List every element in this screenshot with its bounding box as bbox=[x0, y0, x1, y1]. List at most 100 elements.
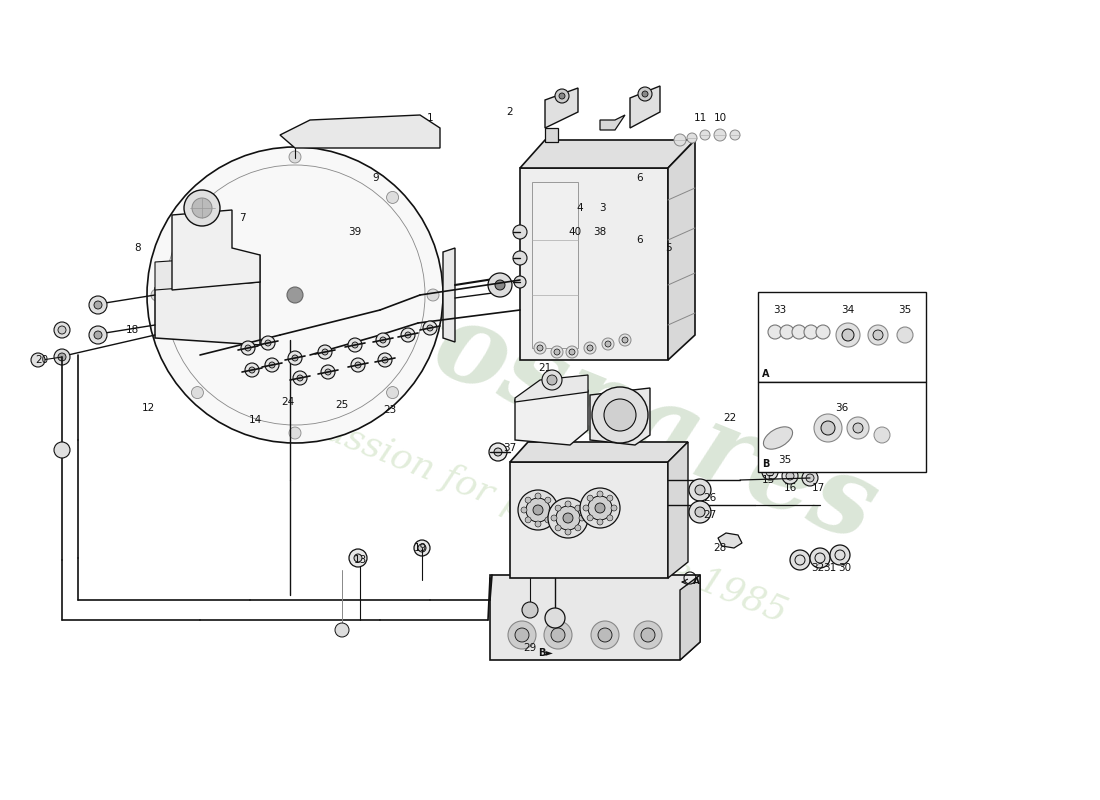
Circle shape bbox=[548, 498, 588, 538]
Text: 22: 22 bbox=[724, 413, 737, 423]
Circle shape bbox=[642, 91, 648, 97]
Circle shape bbox=[261, 336, 275, 350]
Circle shape bbox=[896, 327, 913, 343]
Circle shape bbox=[544, 517, 551, 523]
Text: 27: 27 bbox=[703, 510, 716, 520]
Circle shape bbox=[587, 495, 593, 501]
Text: 37: 37 bbox=[504, 443, 517, 453]
Circle shape bbox=[815, 553, 825, 563]
Text: 6: 6 bbox=[637, 173, 644, 183]
Ellipse shape bbox=[763, 427, 793, 449]
Circle shape bbox=[386, 386, 398, 398]
Circle shape bbox=[292, 355, 298, 361]
Text: B►: B► bbox=[538, 648, 553, 658]
Circle shape bbox=[89, 326, 107, 344]
Text: 4: 4 bbox=[576, 203, 583, 213]
Circle shape bbox=[58, 326, 66, 334]
Text: 36: 36 bbox=[835, 403, 848, 413]
Circle shape bbox=[542, 370, 562, 390]
Circle shape bbox=[494, 448, 502, 456]
Circle shape bbox=[868, 325, 888, 345]
Text: 21: 21 bbox=[538, 363, 551, 373]
Text: eurospares: eurospares bbox=[229, 215, 891, 565]
Circle shape bbox=[584, 342, 596, 354]
Circle shape bbox=[836, 323, 860, 347]
Circle shape bbox=[588, 496, 612, 520]
Circle shape bbox=[700, 130, 710, 140]
Circle shape bbox=[535, 493, 541, 499]
Circle shape bbox=[191, 191, 204, 203]
Circle shape bbox=[559, 93, 565, 99]
Circle shape bbox=[816, 325, 831, 339]
Circle shape bbox=[563, 513, 573, 523]
Circle shape bbox=[621, 337, 628, 343]
Circle shape bbox=[151, 289, 163, 301]
Circle shape bbox=[324, 369, 331, 375]
Circle shape bbox=[565, 501, 571, 507]
Text: 39: 39 bbox=[349, 227, 362, 237]
Polygon shape bbox=[443, 248, 455, 342]
Circle shape bbox=[569, 349, 575, 355]
Polygon shape bbox=[280, 115, 440, 148]
Circle shape bbox=[544, 497, 551, 503]
Circle shape bbox=[265, 358, 279, 372]
Bar bbox=[758, 292, 926, 382]
Text: 10: 10 bbox=[714, 113, 727, 123]
Circle shape bbox=[549, 507, 556, 513]
Text: 9: 9 bbox=[373, 173, 380, 183]
Text: 13: 13 bbox=[353, 555, 366, 565]
Circle shape bbox=[835, 550, 845, 560]
Text: 20: 20 bbox=[35, 355, 48, 365]
Circle shape bbox=[382, 357, 388, 363]
Circle shape bbox=[810, 548, 830, 568]
Text: 15: 15 bbox=[761, 475, 774, 485]
Circle shape bbox=[607, 515, 613, 521]
Circle shape bbox=[806, 474, 814, 482]
Circle shape bbox=[634, 621, 662, 649]
Circle shape bbox=[336, 623, 349, 637]
Circle shape bbox=[270, 362, 275, 368]
Circle shape bbox=[591, 621, 619, 649]
Circle shape bbox=[288, 351, 302, 365]
Circle shape bbox=[873, 330, 883, 340]
Circle shape bbox=[674, 134, 686, 146]
Circle shape bbox=[192, 198, 212, 218]
Circle shape bbox=[348, 338, 362, 352]
Circle shape bbox=[297, 375, 302, 381]
Circle shape bbox=[714, 129, 726, 141]
Polygon shape bbox=[630, 86, 660, 128]
Polygon shape bbox=[515, 375, 589, 402]
Circle shape bbox=[427, 325, 433, 331]
Circle shape bbox=[522, 602, 538, 618]
Text: 23: 23 bbox=[384, 405, 397, 415]
Circle shape bbox=[874, 427, 890, 443]
Circle shape bbox=[402, 328, 415, 342]
Text: 31: 31 bbox=[824, 563, 837, 573]
Circle shape bbox=[525, 517, 531, 523]
Circle shape bbox=[147, 147, 443, 443]
Circle shape bbox=[289, 151, 301, 163]
Circle shape bbox=[730, 130, 740, 140]
Circle shape bbox=[349, 549, 367, 567]
Text: 32: 32 bbox=[812, 563, 825, 573]
Circle shape bbox=[802, 470, 818, 486]
Circle shape bbox=[354, 554, 362, 562]
Polygon shape bbox=[532, 182, 578, 348]
Circle shape bbox=[513, 225, 527, 239]
Circle shape bbox=[551, 515, 557, 521]
Text: 6: 6 bbox=[637, 235, 644, 245]
Circle shape bbox=[245, 345, 251, 351]
Circle shape bbox=[556, 506, 580, 530]
Circle shape bbox=[386, 191, 398, 203]
Circle shape bbox=[191, 386, 204, 398]
Text: 35: 35 bbox=[779, 455, 792, 465]
Circle shape bbox=[554, 349, 560, 355]
Circle shape bbox=[607, 495, 613, 501]
Polygon shape bbox=[520, 140, 695, 168]
Circle shape bbox=[490, 443, 507, 461]
Text: a passion for parts since 1985: a passion for parts since 1985 bbox=[268, 391, 792, 629]
Circle shape bbox=[405, 332, 411, 338]
Circle shape bbox=[595, 503, 605, 513]
Circle shape bbox=[641, 628, 654, 642]
Polygon shape bbox=[155, 282, 260, 345]
